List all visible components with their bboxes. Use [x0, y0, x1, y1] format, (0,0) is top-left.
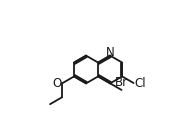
Text: N: N — [106, 46, 114, 59]
Text: Cl: Cl — [134, 77, 146, 90]
Text: O: O — [52, 77, 62, 90]
Text: Br: Br — [115, 76, 128, 89]
